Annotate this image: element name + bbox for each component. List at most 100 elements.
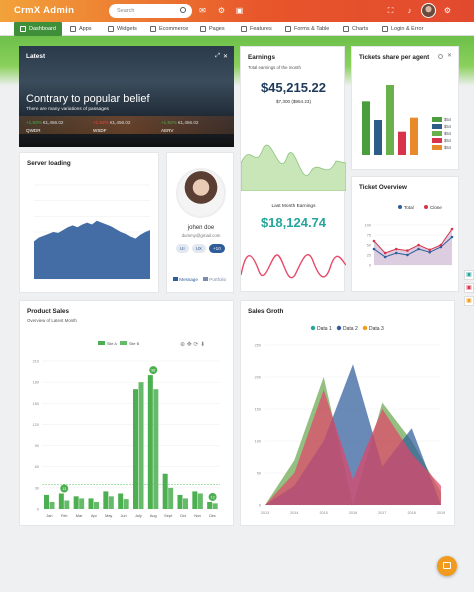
nav-dashboard[interactable]: Dashboard: [14, 22, 62, 36]
apps-icon: [70, 26, 76, 32]
profile-email: dummy@gmail.com: [181, 233, 221, 238]
nav-widgets-label: Widgets: [117, 26, 137, 32]
earnings-amount: $45,215.22: [260, 80, 327, 95]
sales-growth-title: Sales Groth: [248, 308, 284, 315]
legend-label: $54: [444, 117, 452, 122]
main-nav: Dashboard Apps Widgets Ecommerce Pages F…: [0, 22, 474, 36]
tag-ux[interactable]: UX: [191, 244, 206, 253]
cart-icon: [443, 562, 451, 569]
side-tool-teal[interactable]: ▣: [464, 270, 474, 280]
bar: [374, 120, 382, 155]
data-label: 13: [62, 487, 66, 491]
nav-widgets[interactable]: Widgets: [108, 22, 137, 36]
search-icon[interactable]: [180, 7, 186, 13]
refresh-icon[interactable]: [438, 54, 443, 59]
chat-icon[interactable]: ✉: [199, 6, 206, 15]
earnings-line-chart: [241, 254, 346, 279]
pan-icon[interactable]: ✥: [186, 342, 192, 348]
earnings-area-chart: [241, 144, 346, 191]
settings-cog-icon[interactable]: ⚙: [217, 6, 226, 15]
nav-ecommerce-label: Ecommerce: [159, 26, 189, 32]
ytick-label: 30: [35, 486, 39, 490]
charts-icon: [343, 26, 349, 32]
ticket-overview-card: Ticket Overview Total Close 100 75 50 25 0: [351, 176, 459, 292]
nav-forms-label: Forms & Table: [294, 26, 330, 32]
xtick-label: July: [135, 514, 142, 518]
product-sales-card: Product Sales Overview of Latest Month ⊕…: [19, 300, 234, 526]
xtick-label: Dec: [209, 514, 216, 518]
ticket-overview-title: Ticket Overview: [359, 184, 407, 191]
gear-icon[interactable]: ⚙: [443, 6, 452, 15]
xtick-label: Jan: [46, 514, 52, 518]
features-icon: [241, 26, 247, 32]
bar: [49, 501, 55, 509]
xtick-label: Oct: [180, 514, 187, 518]
profile-avatar[interactable]: [176, 168, 226, 218]
nav-charts-label: Charts: [352, 26, 369, 32]
xtick-label: 2015: [319, 511, 327, 515]
xtick-label: 2018: [407, 511, 415, 515]
ytick-label: 210: [33, 360, 39, 364]
xtick-label: May: [105, 514, 112, 518]
close-icon[interactable]: ✕: [446, 53, 452, 59]
ytick-label: 0: [369, 264, 371, 268]
earnings-line: [241, 254, 346, 279]
xtick-label: Aug: [150, 514, 157, 518]
tag-more[interactable]: +10: [208, 244, 225, 253]
search-input[interactable]: Search: [109, 4, 192, 18]
bar: [79, 498, 85, 509]
ticker-change: +1.92%: [161, 120, 177, 125]
expand-icon[interactable]: ⤢: [215, 53, 220, 59]
data-label-bubble: [208, 492, 217, 501]
sales-growth-card: Sales Groth Data 1 Data 2 Data 3 250 200 150 1…: [240, 300, 455, 526]
close-icon[interactable]: ✕: [222, 54, 228, 60]
sunset-band: [19, 116, 234, 134]
last-month-label: Last Month Earnings: [271, 204, 316, 209]
side-tool-red[interactable]: ▣: [464, 283, 474, 293]
nav-features[interactable]: Features: [241, 22, 272, 36]
ytick-label: 100: [365, 224, 371, 228]
fullscreen-icon[interactable]: ⛶: [387, 6, 394, 15]
search-placeholder: Search: [117, 8, 135, 14]
nav-forms-table[interactable]: Forms & Table: [285, 22, 329, 36]
ytick-label: 250: [255, 344, 261, 348]
nav-features-label: Features: [250, 26, 272, 32]
nav-pages[interactable]: Pages: [200, 22, 225, 36]
ticker-wsdf: +1.92% €1,456.02 WSDF: [93, 120, 130, 133]
app-logo[interactable]: CrmX Admin: [14, 5, 75, 16]
side-tool-orange[interactable]: ▣: [464, 296, 474, 306]
nav-login-error[interactable]: Login & Error: [382, 22, 423, 36]
legend-swatch: [432, 131, 442, 136]
nav-apps[interactable]: Apps: [70, 22, 92, 36]
legend-label: Data 1: [317, 326, 332, 332]
bar: [162, 473, 168, 509]
legend-label: $54: [444, 124, 452, 129]
series-line: [373, 228, 453, 254]
message-button[interactable]: Message: [173, 277, 198, 282]
latest-card: Latest ⤢ ✕ Contrary to popular belief Th…: [19, 46, 234, 147]
reset-icon[interactable]: ⟳: [193, 342, 199, 348]
dashboard-icon: [20, 26, 26, 32]
zoom-icon[interactable]: ⊕: [180, 342, 186, 348]
tag-ui[interactable]: UI: [176, 244, 189, 253]
floating-action-button[interactable]: [437, 556, 457, 576]
clipboard-icon[interactable]: ▣: [235, 6, 244, 15]
portfolio-button[interactable]: Portfolio: [203, 277, 226, 282]
ticker-price: €1,456.02: [43, 120, 64, 125]
bar: [44, 494, 49, 509]
legend-label: Total: [404, 205, 414, 210]
nav-charts[interactable]: Charts: [343, 22, 368, 36]
nav-ecommerce[interactable]: Ecommerce: [150, 22, 188, 36]
download-icon[interactable]: ⬇: [200, 342, 206, 348]
nav-pages-label: Pages: [209, 26, 225, 32]
profile-name: johen doe: [187, 225, 215, 231]
bar: [168, 487, 174, 509]
forms-icon: [285, 26, 291, 32]
chart-toolbar: ⊕ ✥ ⟳ ⬇: [180, 341, 205, 348]
user-avatar[interactable]: [421, 3, 436, 18]
bar: [398, 131, 406, 155]
product-sales-subtitle: Overview of Latest Month: [27, 318, 77, 323]
notification-bell-icon[interactable]: ♪: [407, 6, 412, 15]
tickets-share-title: Tickets share per agent: [359, 54, 430, 61]
ytick-label: 150: [255, 408, 261, 412]
